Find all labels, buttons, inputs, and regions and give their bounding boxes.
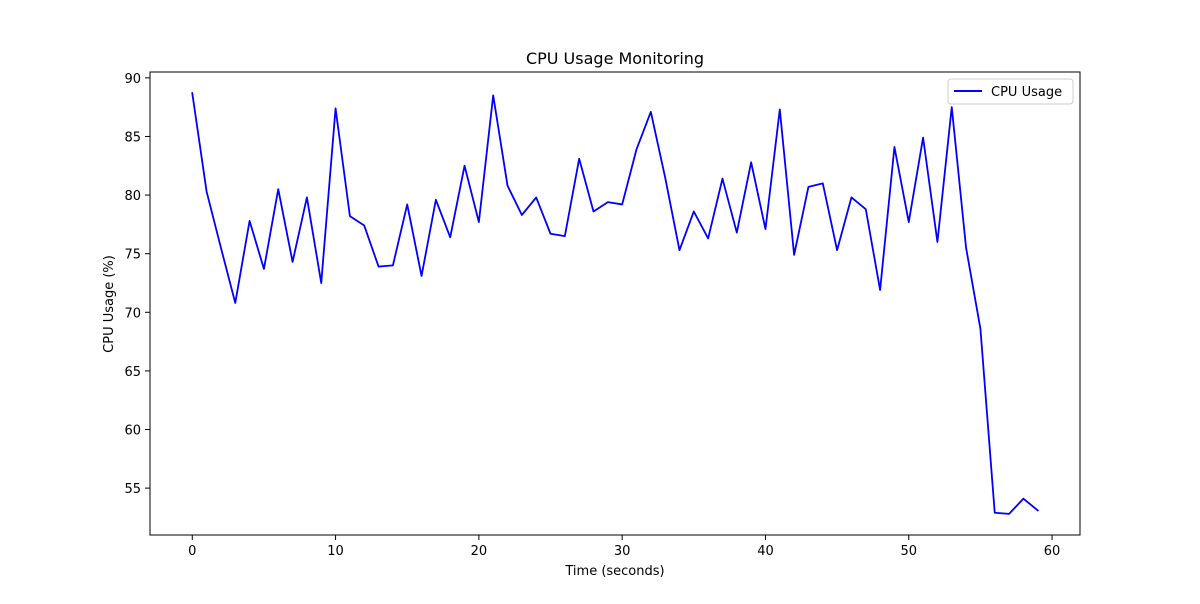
x-tick-label-60: 60 (1044, 544, 1061, 559)
y-tick-label-85: 85 (124, 130, 141, 145)
x-tick-label-30: 30 (614, 544, 631, 559)
x-tick-label-10: 10 (327, 544, 344, 559)
x-tick-label-20: 20 (471, 544, 488, 559)
legend-box (947, 78, 1074, 105)
legend-label-cpu-usage: CPU Usage (991, 85, 1062, 100)
legend: CPU Usage (947, 78, 1074, 105)
x-axis-label: Time (seconds) (564, 564, 664, 579)
x-tick-label-40: 40 (757, 544, 774, 559)
chart-title: CPU Usage Monitoring (526, 49, 704, 68)
y-tick-label-55: 55 (124, 482, 141, 497)
y-tick-label-90: 90 (124, 72, 141, 87)
y-tick-label-75: 75 (124, 248, 141, 263)
y-tick-label-70: 70 (124, 306, 141, 321)
y-tick-label-80: 80 (124, 189, 141, 204)
plot-frame (149, 71, 1081, 536)
y-axis-label: CPU Usage (%) (102, 255, 117, 353)
y-tick-label-60: 60 (124, 424, 141, 439)
plot-area: 0 10 20 30 40 50 60 55 60 65 70 75 80 85 90 (124, 71, 1081, 559)
x-tick-label-0: 0 (188, 544, 196, 559)
series-line-cpu-usage (191, 92, 1039, 515)
y-tick-label-65: 65 (124, 365, 141, 380)
x-tick-label-50: 50 (900, 544, 917, 559)
